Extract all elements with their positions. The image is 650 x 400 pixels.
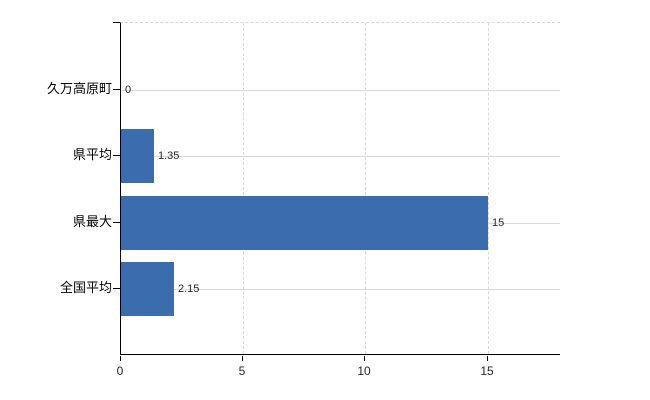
- x-axis-tick-label: 10: [357, 364, 371, 378]
- vertical-gridline: [365, 23, 366, 354]
- x-axis-tick: [242, 356, 243, 361]
- category-label: 久万高原町: [46, 81, 112, 96]
- bar: [121, 129, 154, 183]
- category-label: 県最大: [72, 214, 112, 229]
- category-label: 全国平均: [59, 280, 112, 295]
- vertical-gridline: [243, 23, 244, 354]
- x-axis-tick: [487, 356, 488, 361]
- bar-value-label: 2.15: [178, 283, 200, 295]
- horizontal-gridline: [121, 156, 560, 157]
- y-axis-tick: [113, 155, 120, 156]
- bar-value-label: 15: [492, 217, 505, 229]
- x-axis-tick-label: 0: [116, 364, 124, 378]
- horizontal-gridline: [121, 289, 560, 290]
- x-axis-tick-label: 5: [238, 364, 246, 378]
- y-axis-top-tick: [113, 22, 120, 23]
- y-axis-tick: [113, 89, 120, 90]
- x-axis-tick: [120, 356, 121, 361]
- plot-area: 0 1.35 15 2.15: [120, 22, 560, 355]
- horizontal-gridline: [121, 90, 560, 91]
- x-axis-tick-label: 15: [480, 364, 494, 378]
- bar-value-label: 0: [125, 84, 132, 96]
- y-axis-tick: [113, 222, 120, 223]
- bar: [121, 196, 488, 250]
- y-axis-tick: [113, 288, 120, 289]
- x-axis-tick: [364, 356, 365, 361]
- bar: [121, 262, 174, 316]
- category-label: 県平均: [72, 147, 112, 162]
- bar-value-label: 1.35: [158, 150, 180, 162]
- vertical-gridline: [488, 23, 489, 354]
